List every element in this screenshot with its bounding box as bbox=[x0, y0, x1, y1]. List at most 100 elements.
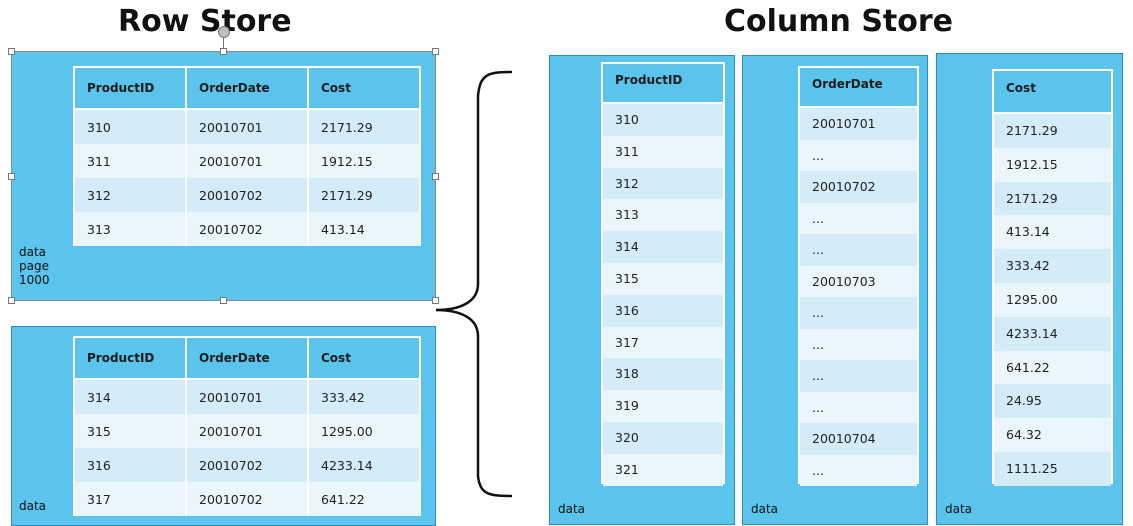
cell-cost: 333.42 bbox=[307, 379, 421, 414]
cell-orderdate: 20010701 bbox=[185, 109, 309, 144]
row-store-table-1: ProductID OrderDate Cost 310 20010701 21… bbox=[73, 66, 421, 246]
resize-handle-top-center[interactable] bbox=[220, 48, 227, 55]
column-value-cost: 2171.29 bbox=[994, 114, 1111, 148]
column-value-cost: 641.22 bbox=[994, 350, 1111, 385]
cell-orderdate: 20010701 bbox=[185, 414, 309, 448]
page-label: data bbox=[945, 502, 973, 516]
column-header-productid: ProductID bbox=[73, 66, 187, 110]
row-store-page-2[interactable]: ProductID OrderDate Cost 314 20010701 33… bbox=[11, 326, 436, 526]
cell-productid: 314 bbox=[73, 379, 187, 414]
column-header-orderdate: OrderDate bbox=[800, 68, 917, 108]
column-value-productid: 318 bbox=[603, 358, 723, 391]
cell-orderdate: 20010701 bbox=[185, 144, 309, 178]
rotate-handle-icon[interactable] bbox=[218, 26, 230, 38]
column-value-orderdate: ... bbox=[800, 454, 917, 486]
column-value-cost: 413.14 bbox=[994, 215, 1111, 250]
column-value-productid: 315 bbox=[603, 263, 723, 295]
column-value-productid: 319 bbox=[603, 390, 723, 422]
cell-cost: 641.22 bbox=[307, 482, 421, 516]
table-row: 312 20010702 2171.29 bbox=[73, 178, 421, 212]
column-value-productid: 314 bbox=[603, 231, 723, 263]
column-value-orderdate: 20010704 bbox=[800, 423, 917, 455]
cell-cost: 1912.15 bbox=[307, 144, 421, 178]
table-row: 317 20010702 641.22 bbox=[73, 482, 421, 516]
row-store-title: Row Store bbox=[118, 4, 292, 39]
column-value-orderdate: ... bbox=[800, 202, 917, 234]
column-header-cost: Cost bbox=[307, 336, 421, 380]
cell-cost: 2171.29 bbox=[307, 178, 421, 212]
table-row: 314 20010701 333.42 bbox=[73, 379, 421, 414]
column-segment-orderdate: OrderDate 20010701... 20010702...... 200107… bbox=[798, 66, 919, 486]
resize-handle-top-right[interactable] bbox=[432, 48, 439, 55]
cell-productid: 317 bbox=[73, 482, 187, 516]
table-row: 313 20010702 413.14 bbox=[73, 212, 421, 246]
cell-orderdate: 20010702 bbox=[185, 482, 309, 516]
page-label: data bbox=[558, 502, 586, 516]
column-header-orderdate: OrderDate bbox=[185, 336, 309, 380]
column-value-cost: 64.32 bbox=[994, 418, 1111, 452]
column-value-cost: 2171.29 bbox=[994, 181, 1111, 216]
row-store-page-1[interactable]: ProductID OrderDate Cost 310 20010701 21… bbox=[11, 51, 436, 301]
column-value-orderdate: ... bbox=[800, 391, 917, 423]
cell-cost: 2171.29 bbox=[307, 109, 421, 144]
cell-cost: 1295.00 bbox=[307, 414, 421, 448]
resize-handle-bottom-left[interactable] bbox=[8, 297, 15, 304]
column-value-orderdate: ... bbox=[800, 234, 917, 266]
column-value-orderdate: 20010701 bbox=[800, 108, 917, 140]
resize-handle-middle-right[interactable] bbox=[432, 173, 439, 180]
column-value-productid: 317 bbox=[603, 326, 723, 359]
column-value-cost: 1111.25 bbox=[994, 452, 1111, 486]
resize-handle-middle-left[interactable] bbox=[8, 173, 15, 180]
column-value-orderdate: 20010703 bbox=[800, 265, 917, 297]
column-value-productid: 321 bbox=[603, 453, 723, 486]
resize-handle-top-left[interactable] bbox=[8, 48, 15, 55]
column-segment-cost: Cost 2171.29 1912.15 2171.29 413.14 333.42 129… bbox=[992, 69, 1113, 486]
table-row: 310 20010701 2171.29 bbox=[73, 109, 421, 144]
cell-orderdate: 20010701 bbox=[185, 379, 309, 414]
cell-productid: 316 bbox=[73, 448, 187, 482]
column-store-title: Column Store bbox=[724, 4, 954, 39]
rotate-stem bbox=[223, 38, 224, 49]
page-label: data bbox=[751, 502, 779, 516]
column-header-cost: Cost bbox=[994, 71, 1111, 114]
cell-cost: 413.14 bbox=[307, 212, 421, 246]
cell-orderdate: 20010702 bbox=[185, 448, 309, 482]
table-row: 315 20010701 1295.00 bbox=[73, 414, 421, 448]
cell-productid: 310 bbox=[73, 109, 187, 144]
column-segment-productid: ProductID 310 311 312 313 314 315 316 317 318 319 3… bbox=[601, 62, 725, 486]
column-value-orderdate: ... bbox=[800, 139, 917, 171]
page-label: data bbox=[19, 499, 47, 513]
cell-cost: 4233.14 bbox=[307, 448, 421, 482]
column-value-productid: 310 bbox=[603, 104, 723, 136]
column-value-productid: 312 bbox=[603, 167, 723, 200]
table-row: 316 20010702 4233.14 bbox=[73, 448, 421, 482]
column-value-cost: 333.42 bbox=[994, 249, 1111, 283]
table-row: 311 20010701 1912.15 bbox=[73, 144, 421, 178]
cell-orderdate: 20010702 bbox=[185, 212, 309, 246]
column-header-orderdate: OrderDate bbox=[185, 66, 309, 110]
cell-productid: 312 bbox=[73, 178, 187, 212]
resize-handle-bottom-center[interactable] bbox=[220, 297, 227, 304]
column-value-productid: 316 bbox=[603, 294, 723, 327]
column-header-productid: ProductID bbox=[73, 336, 187, 380]
column-value-productid: 313 bbox=[603, 199, 723, 232]
column-value-cost: 1295.00 bbox=[994, 283, 1111, 317]
column-value-productid: 320 bbox=[603, 422, 723, 454]
column-value-cost: 1912.15 bbox=[994, 147, 1111, 182]
column-value-orderdate: ... bbox=[800, 360, 917, 392]
column-value-productid: 311 bbox=[603, 135, 723, 168]
curly-brace-path bbox=[436, 70, 513, 498]
cell-productid: 315 bbox=[73, 414, 187, 448]
column-value-orderdate: 20010702 bbox=[800, 171, 917, 203]
curly-brace-connector bbox=[436, 70, 513, 498]
resize-handle-bottom-right[interactable] bbox=[432, 297, 439, 304]
cell-productid: 313 bbox=[73, 212, 187, 246]
row-store-table-2: ProductID OrderDate Cost 314 20010701 33… bbox=[73, 336, 421, 516]
column-value-orderdate: ... bbox=[800, 297, 917, 329]
column-value-cost: 24.95 bbox=[994, 384, 1111, 419]
cell-productid: 311 bbox=[73, 144, 187, 178]
column-header-cost: Cost bbox=[307, 66, 421, 110]
cell-orderdate: 20010702 bbox=[185, 178, 309, 212]
column-value-orderdate: ... bbox=[800, 328, 917, 360]
column-header-productid: ProductID bbox=[603, 64, 723, 104]
